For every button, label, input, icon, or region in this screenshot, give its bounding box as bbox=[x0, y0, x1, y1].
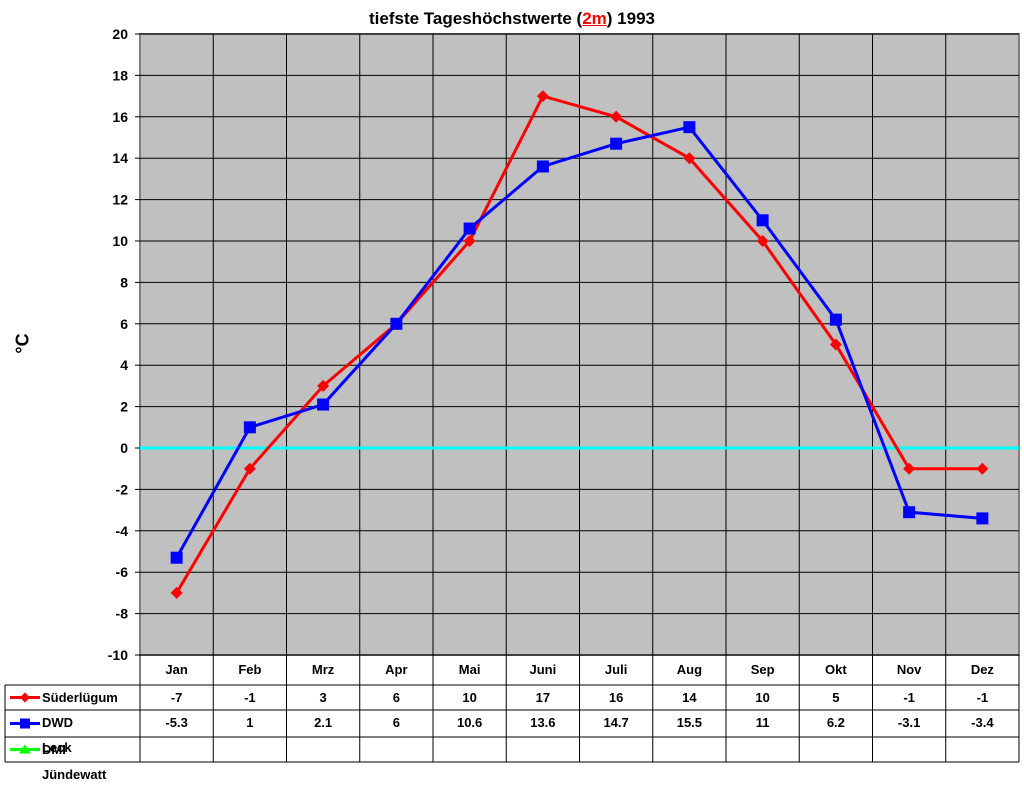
category-label: Dez bbox=[970, 662, 994, 677]
table-value: -1 bbox=[903, 690, 915, 705]
category-label: Nov bbox=[896, 662, 922, 677]
table-value: 17 bbox=[535, 690, 551, 705]
y-tick-label: 10 bbox=[112, 233, 128, 249]
data-point-square bbox=[976, 512, 989, 525]
table-value: 1 bbox=[246, 715, 254, 730]
y-tick-label: 14 bbox=[112, 150, 128, 166]
table-value: 10 bbox=[755, 690, 770, 705]
legend-triangle-icon bbox=[19, 744, 31, 754]
data-point-diamond bbox=[683, 152, 696, 165]
data-point-square bbox=[243, 421, 256, 434]
legend-label: Süderlügum bbox=[42, 690, 118, 705]
table-value: 5 bbox=[832, 690, 840, 705]
category-label: Feb bbox=[238, 662, 262, 677]
y-tick-label: 0 bbox=[120, 440, 128, 456]
y-tick-label: 6 bbox=[120, 316, 128, 332]
table-value: -1 bbox=[244, 690, 256, 705]
category-label: Apr bbox=[385, 662, 408, 677]
data-point-square bbox=[170, 551, 183, 564]
table-value: 10 bbox=[462, 690, 477, 705]
data-point-diamond bbox=[170, 586, 183, 599]
category-label: Mrz bbox=[311, 662, 335, 677]
data-point-diamond bbox=[317, 379, 330, 392]
table-value: 14.7 bbox=[603, 715, 629, 730]
title-suffix: ) 1993 bbox=[606, 9, 655, 28]
data-point-square bbox=[903, 506, 916, 519]
category-label: Aug bbox=[676, 662, 703, 677]
category-label: Jan bbox=[165, 662, 188, 677]
data-point-diamond bbox=[903, 462, 916, 475]
data-point-diamond bbox=[536, 90, 549, 103]
y-tick-label: 20 bbox=[112, 26, 128, 42]
data-point-diamond bbox=[243, 462, 256, 475]
table-value: 6 bbox=[392, 690, 400, 705]
y-tick-label: 2 bbox=[120, 399, 128, 415]
legend-label: DMI Jündewatt bbox=[42, 742, 107, 782]
category-label: Okt bbox=[825, 662, 847, 677]
y-tick-label: 12 bbox=[112, 192, 128, 208]
y-tick-label: -2 bbox=[116, 481, 129, 497]
y-tick-label: -10 bbox=[108, 647, 128, 663]
data-point-square bbox=[756, 214, 769, 227]
data-point-square bbox=[536, 160, 549, 173]
table-value: 13.6 bbox=[530, 715, 556, 730]
series-line bbox=[175, 94, 983, 594]
y-tick-label: 18 bbox=[112, 67, 128, 83]
data-point-diamond bbox=[756, 235, 769, 247]
category-label: Mai bbox=[458, 662, 481, 677]
title-highlight: 2m bbox=[582, 9, 607, 28]
table-value: 11 bbox=[755, 715, 770, 730]
data-point-square bbox=[610, 137, 623, 150]
table-value: 3 bbox=[319, 690, 327, 705]
data-point-diamond bbox=[976, 462, 989, 475]
data-point-square bbox=[317, 398, 330, 411]
table-value: 14 bbox=[682, 690, 697, 705]
title-prefix: tiefste Tageshöchstwerte ( bbox=[369, 9, 583, 28]
data-point-square bbox=[463, 222, 476, 235]
y-tick-label: 8 bbox=[120, 274, 128, 290]
y-tick-label: -6 bbox=[116, 564, 129, 580]
y-tick-label: -4 bbox=[116, 523, 129, 539]
table-value: -5.3 bbox=[165, 715, 188, 730]
category-label: Juni bbox=[529, 662, 557, 677]
data-point-square bbox=[390, 317, 403, 330]
chart-title: tiefste Tageshöchstwerte (2m) 1993 bbox=[0, 9, 1024, 29]
data-point-diamond bbox=[463, 235, 476, 247]
table-value: 10.6 bbox=[456, 715, 483, 730]
y-tick-label: -8 bbox=[116, 606, 129, 622]
table-value: 6 bbox=[392, 715, 400, 730]
data-point-square bbox=[829, 313, 842, 326]
table-value: -1 bbox=[976, 690, 989, 705]
data-point-square bbox=[683, 121, 696, 134]
table-value: 15.5 bbox=[676, 715, 703, 730]
series-line bbox=[175, 125, 983, 559]
table-value: 16 bbox=[608, 690, 624, 705]
table-value: 2.1 bbox=[314, 715, 333, 730]
legend-label: DWD Leck bbox=[42, 715, 74, 755]
data-point-diamond bbox=[610, 110, 623, 123]
y-tick-label: 16 bbox=[112, 109, 128, 125]
table-value: -7 bbox=[170, 690, 183, 705]
legend-square-icon bbox=[20, 718, 30, 729]
category-label: Sep bbox=[750, 662, 775, 677]
data-point-diamond bbox=[829, 338, 842, 351]
category-label: Juli bbox=[604, 662, 628, 677]
table-value: -3.4 bbox=[971, 715, 994, 730]
table-value: 6.2 bbox=[826, 715, 845, 730]
table-value: -3.1 bbox=[897, 715, 921, 730]
y-tick-label: 4 bbox=[120, 357, 128, 373]
legend-diamond-icon bbox=[20, 692, 30, 703]
